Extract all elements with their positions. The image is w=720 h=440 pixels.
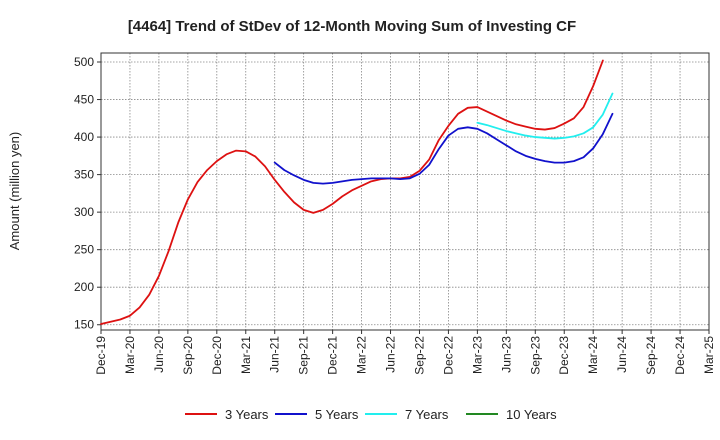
x-tick-label: Sep-21 [297,336,311,375]
x-tick-label: Jun-20 [152,336,166,373]
y-tick-label: 150 [74,318,94,332]
x-tick-label: Dec-24 [673,336,687,375]
x-tick-label: Sep-24 [644,336,658,375]
x-tick-label: Dec-21 [326,336,340,375]
x-tick-label: Sep-20 [181,336,195,375]
legend-label: 5 Years [315,407,359,422]
plot-area: 150 200 250 300 350 400 450 500 Dec-19 Mar-20 Jun-… [74,52,716,375]
x-tick-label: Sep-22 [412,336,426,375]
x-tick-label: Sep-23 [528,336,542,375]
y-tick-label: 300 [74,205,94,219]
legend-label: 10 Years [506,407,557,422]
series-line-7-years [476,92,614,140]
plot-frame [100,52,710,331]
y-axis-label: Amount (million yen) [7,132,22,251]
series-line-3-years [100,59,604,325]
x-tick-label: Mar-22 [355,336,369,374]
y-tick-label: 500 [74,55,94,69]
x-tick-label: Dec-22 [441,336,455,375]
legend-label: 7 Years [405,407,449,422]
legend-label: 3 Years [225,407,269,422]
y-tick-label: 250 [74,243,94,257]
x-tick-label: Mar-20 [123,336,137,374]
x-tick-label: Dec-20 [210,336,224,375]
y-tick-label: 200 [74,280,94,294]
chart-title: [4464] Trend of StDev of 12-Month Moving… [128,18,576,35]
x-tick-label: Mar-21 [239,336,253,374]
y-tick-label: 450 [74,93,94,107]
x-tick-label: Mar-23 [470,336,484,374]
y-tick-label: 400 [74,130,94,144]
x-tick-label: Jun-23 [499,336,513,373]
x-tick-label: Mar-25 [702,336,716,374]
x-tick-label: Dec-19 [94,336,108,375]
legend: 3 Years 5 Years 7 Years 10 Years [185,407,557,422]
series-line-5-years [273,112,614,185]
x-tick-label: Dec-23 [557,336,571,375]
x-tick-label: Jun-21 [268,336,282,373]
x-tick-label: Jun-24 [615,336,629,373]
y-tick-label: 350 [74,168,94,182]
x-tick-label: Jun-22 [384,336,398,373]
x-tick-label: Mar-24 [586,336,600,374]
